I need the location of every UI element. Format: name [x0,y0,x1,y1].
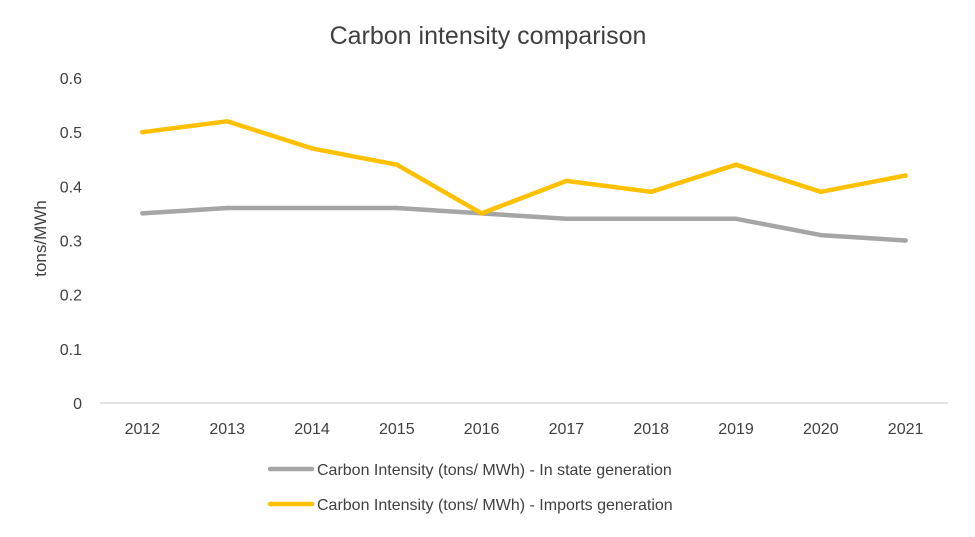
x-tick-label: 2020 [803,421,839,438]
series-2-point [140,129,145,135]
legend-label-1: Carbon Intensity (tons/ MWh) - In state … [317,462,672,479]
series-2-point [394,162,400,167]
series-1-point [394,205,400,211]
series-1-point [564,216,569,222]
x-tick-label: 2014 [294,421,330,438]
series-1-point [224,205,230,211]
y-tick-label: 0.1 [60,342,82,359]
series-2-point [224,119,230,124]
y-axis-ticks: 0 0.1 0.2 0.3 0.4 0.5 0.6 [60,71,82,413]
chart-title: Carbon intensity comparison [330,22,647,50]
x-axis-ticks: 2012 2013 2014 2015 2016 2017 2018 2019 2020 2021 [125,421,924,438]
series-2-point [648,189,654,194]
series-2-point [479,211,484,216]
x-tick-label: 2013 [209,421,245,438]
y-axis-title: tons/MWh [31,200,50,277]
y-tick-label: 0 [73,396,82,413]
series-2-point [903,173,908,178]
x-tick-label: 2019 [718,421,754,438]
series-2-point [309,146,315,151]
x-tick-label: 2018 [633,421,669,438]
series-line-1 [140,205,908,243]
x-tick-label: 2016 [464,421,500,438]
series-2-point [564,178,569,184]
series-1-point [818,232,824,238]
series-layer [140,119,908,243]
legend: Carbon Intensity (tons/ MWh) - In state … [267,462,673,514]
series-1-point [309,205,315,211]
series-1-point [648,216,654,222]
series-1-point [140,211,145,216]
y-tick-label: 0.3 [60,234,82,251]
legend-label-2: Carbon Intensity (tons/ MWh) - Imports g… [317,497,673,514]
series-1-point [733,216,739,222]
series-2-point [733,162,739,167]
series-line-2 [140,119,908,216]
y-tick-label: 0.2 [60,288,82,305]
x-tick-label: 2015 [379,421,415,438]
x-tick-label: 2021 [888,421,924,438]
x-tick-label: 2017 [549,421,585,438]
series-1-point [903,238,908,243]
y-tick-label: 0.4 [60,179,82,196]
y-tick-label: 0.5 [60,125,82,142]
y-tick-label: 0.6 [60,71,82,88]
x-tick-label: 2012 [125,421,161,438]
series-2-point [818,189,824,194]
